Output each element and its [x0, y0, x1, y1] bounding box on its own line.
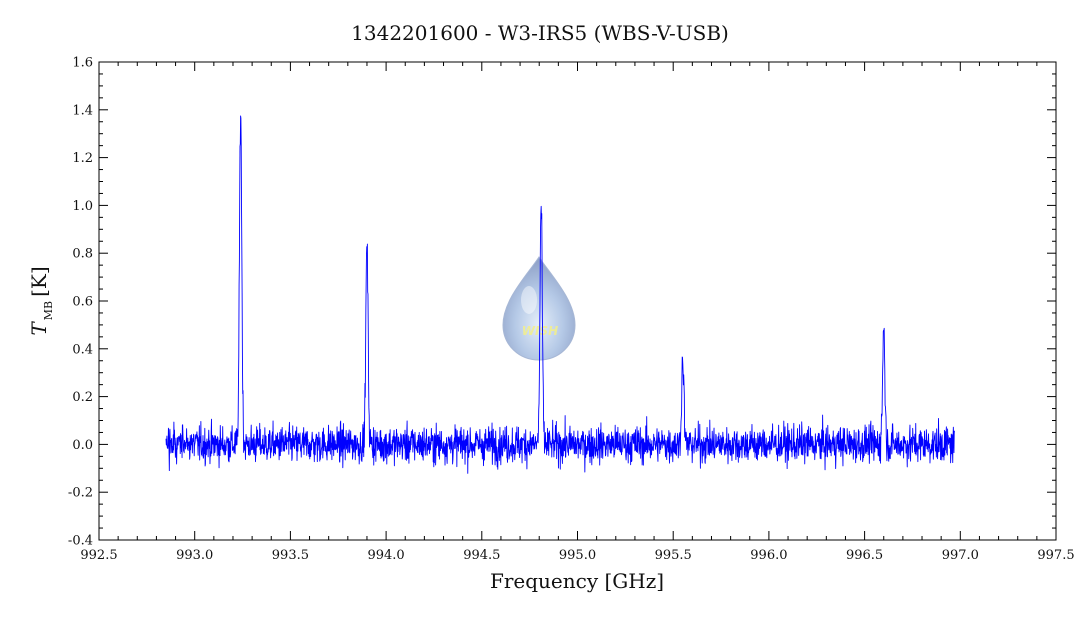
x-tick-label: 993.0	[176, 548, 213, 563]
y-tick-label: 0.4	[72, 342, 93, 357]
x-tick-label: 996.5	[846, 548, 883, 563]
y-tick-label: 1.0	[72, 199, 93, 214]
y-tick-label: -0.4	[68, 534, 93, 549]
x-tick-label: 994.5	[463, 548, 500, 563]
y-axis-label: TMB [K]	[27, 266, 55, 335]
x-tick-label: 997.5	[1037, 548, 1074, 563]
y-tick-label: 0.6	[72, 295, 93, 310]
y-tick-labels: -0.4 -0.2 0.0 0.2 0.4 0.6 0.8 1.0 1.2 1.4 1.6	[68, 56, 93, 549]
x-tick-label: 996.0	[750, 548, 787, 563]
x-axis-label: Frequency [GHz]	[490, 569, 664, 593]
y-tick-label: 1.2	[72, 151, 93, 166]
spectrum-series	[165, 115, 955, 474]
chart-title: 1342201600 - W3-IRS5 (WBS-V-USB)	[351, 21, 729, 45]
y-tick-label: 0.8	[72, 247, 93, 262]
wish-drop-logo	[502, 256, 576, 361]
x-tick-label: 993.5	[272, 548, 309, 563]
y-tick-label: -0.2	[68, 486, 93, 501]
x-tick-label: 994.0	[367, 548, 404, 563]
spectrum-line	[165, 115, 955, 474]
x-tick-labels: 992.5 993.0 993.5 994.0 994.5 995.0 995.5 996.0…	[80, 548, 1074, 563]
y-axis-label-unit: [K]	[27, 266, 51, 297]
x-tick-label: 995.5	[655, 548, 692, 563]
y-tick-label: 1.6	[72, 56, 93, 71]
y-axis-label-main: T	[27, 321, 51, 336]
y-tick-label: 0.2	[72, 390, 93, 405]
x-tick-label: 995.0	[559, 548, 596, 563]
y-tick-label: 0.0	[72, 438, 93, 453]
axis-ticks	[98, 61, 1057, 541]
watermark: WISH	[502, 256, 576, 361]
y-axis-label-sub: MB	[42, 301, 55, 320]
x-tick-label: 992.5	[80, 548, 117, 563]
x-tick-label: 997.0	[942, 548, 979, 563]
y-tick-label: 1.4	[72, 103, 93, 118]
